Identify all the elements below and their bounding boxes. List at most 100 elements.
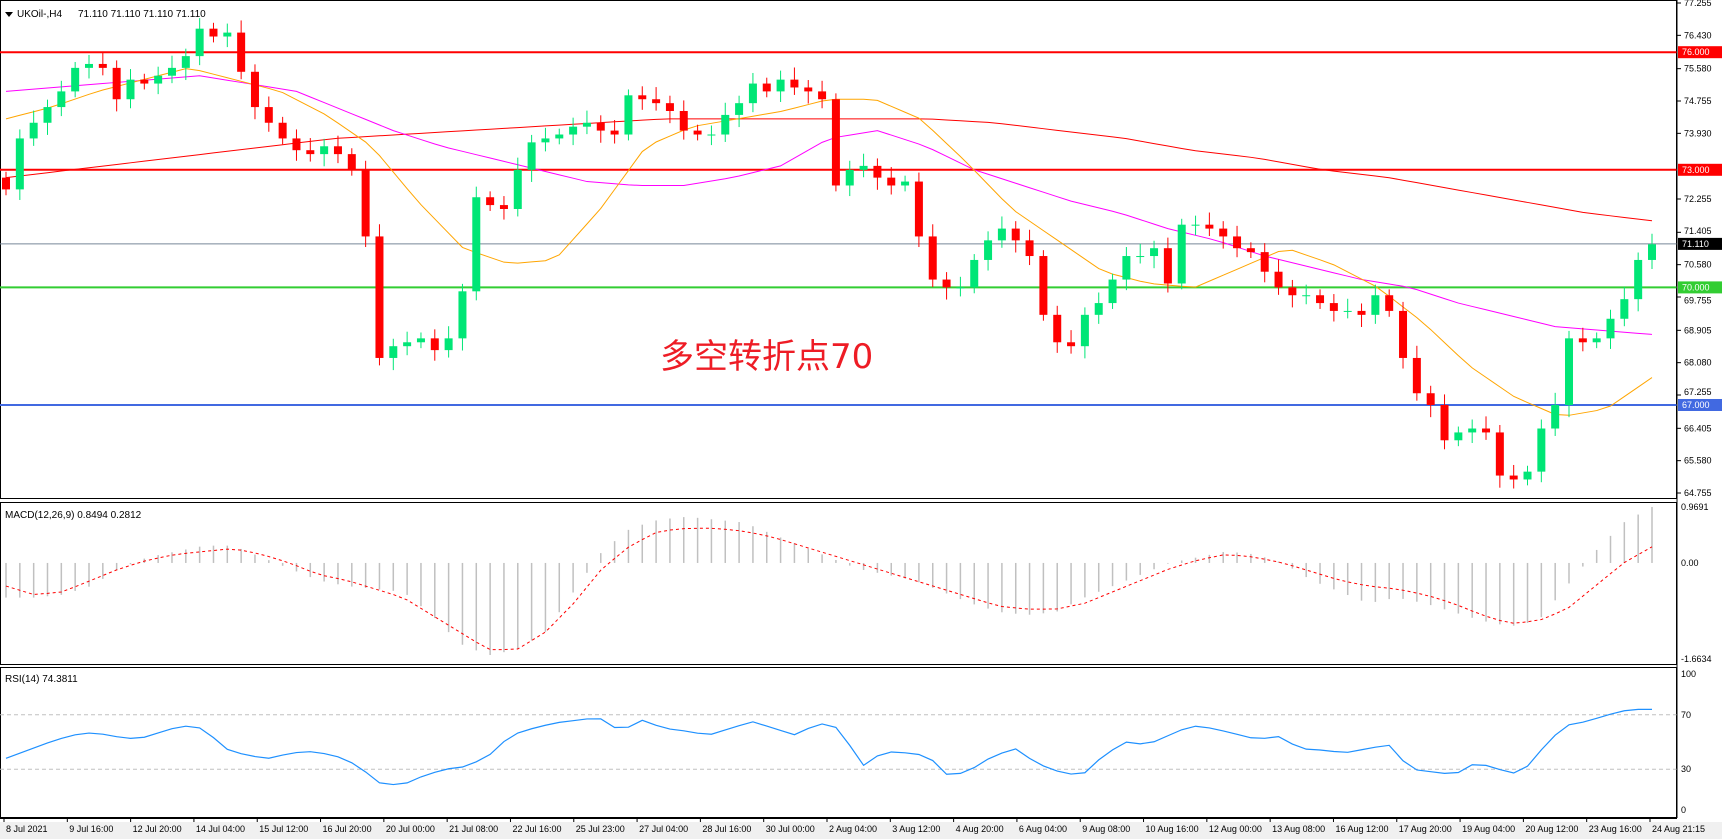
candle-body <box>1412 357 1421 394</box>
candle <box>942 272 951 300</box>
ohlc-readout: 71.110 71.110 71.110 71.110 <box>78 9 206 20</box>
level-tag-bg <box>1678 398 1722 411</box>
candle-body <box>1482 428 1491 433</box>
candle-body <box>721 114 730 135</box>
ma-fast-line <box>5 68 1653 416</box>
macd-signal-line <box>5 527 1653 651</box>
time-tick-label: 23 Aug 16:00 <box>1589 824 1642 834</box>
symbol-label: UKOil-,H4 <box>17 9 62 20</box>
candle-body <box>513 169 522 209</box>
candle <box>859 153 868 178</box>
price-tick-label: 68.080 <box>1684 358 1712 368</box>
macd-plot <box>5 506 1653 655</box>
candle-body <box>1606 318 1615 339</box>
candle-body <box>361 169 370 237</box>
dropdown-triangle-icon[interactable] <box>5 12 13 17</box>
candle-body <box>278 122 287 139</box>
candle-body <box>928 236 937 280</box>
candle-body <box>126 79 135 100</box>
candle-body <box>237 32 246 72</box>
candle-body <box>652 99 661 104</box>
candle <box>57 80 66 117</box>
price-tick-label: 64.755 <box>1684 488 1712 498</box>
candle <box>776 70 785 102</box>
candle <box>1509 464 1518 489</box>
candle-body <box>250 71 259 108</box>
candle <box>1371 284 1380 324</box>
candle <box>1399 301 1408 369</box>
time-tick-label: 22 Jul 16:00 <box>512 824 561 834</box>
candle-body <box>43 107 52 123</box>
candle <box>1219 221 1228 249</box>
candle-body <box>638 95 647 100</box>
rsi-tick-label: 0 <box>1681 805 1686 815</box>
candle <box>71 61 80 98</box>
candle-body <box>707 134 716 136</box>
candle <box>818 80 827 109</box>
candle <box>1025 229 1034 266</box>
candle-body <box>914 181 923 237</box>
candle-body <box>15 138 24 190</box>
candle-body <box>1150 248 1159 257</box>
candle-body <box>1233 236 1242 249</box>
price-tick-label: 73.930 <box>1684 128 1712 138</box>
candle-body <box>790 79 799 88</box>
candle-body <box>1011 228 1020 241</box>
candle <box>887 167 896 195</box>
candle <box>292 129 301 161</box>
candle <box>762 77 771 98</box>
candle-body <box>901 181 910 186</box>
candle <box>1329 294 1338 322</box>
candle-body <box>624 95 633 135</box>
price-plot: 76.000 73.000 71.110 70.000 67.000 <box>0 18 1722 489</box>
candle <box>693 124 702 141</box>
candle-body <box>569 126 578 135</box>
level-tag-label: 73.000 <box>1682 165 1710 175</box>
candle-body <box>541 138 550 143</box>
candle <box>472 186 481 301</box>
candle <box>1094 292 1103 324</box>
ma-slow-line <box>5 118 1653 222</box>
candle <box>375 224 384 366</box>
candle-body <box>472 197 481 292</box>
candle-body <box>693 130 702 135</box>
candle-body <box>84 63 93 68</box>
candle-body <box>1039 256 1048 315</box>
time-tick-label: 9 Aug 08:00 <box>1082 824 1130 834</box>
candle-body <box>776 79 785 92</box>
candle <box>790 67 799 95</box>
candle <box>1343 298 1352 319</box>
candle-body <box>1260 252 1269 272</box>
candle-body <box>112 67 121 100</box>
candle <box>665 95 674 124</box>
time-tick-label: 4 Aug 20:00 <box>956 824 1004 834</box>
price-tick-label: 68.905 <box>1684 325 1712 335</box>
candle <box>1122 247 1131 291</box>
time-tick-label: 15 Jul 12:00 <box>259 824 308 834</box>
time-tick-label: 10 Aug 16:00 <box>1146 824 1199 834</box>
candle <box>1482 416 1491 440</box>
level-tag-label: 70.000 <box>1682 282 1710 292</box>
candle-body <box>209 28 218 37</box>
candle-body <box>1426 393 1435 405</box>
candle-body <box>486 197 495 206</box>
candle <box>527 134 536 182</box>
time-tick-label: 17 Aug 20:00 <box>1399 824 1452 834</box>
candle <box>444 326 453 358</box>
level-tag-bg <box>1678 163 1722 176</box>
candle-body <box>416 338 425 343</box>
candle <box>98 51 107 76</box>
candle <box>1053 305 1062 353</box>
candle-body <box>499 205 508 209</box>
candle <box>278 116 287 145</box>
candle <box>1260 243 1269 283</box>
rsi-plot <box>0 708 1677 786</box>
candle-body <box>347 154 356 170</box>
candle-body <box>1067 342 1076 347</box>
time-tick-label: 16 Jul 20:00 <box>323 824 372 834</box>
candle-body <box>984 240 993 260</box>
candle-body <box>1357 310 1366 315</box>
candle-body <box>1122 256 1131 280</box>
candle <box>1606 309 1615 349</box>
